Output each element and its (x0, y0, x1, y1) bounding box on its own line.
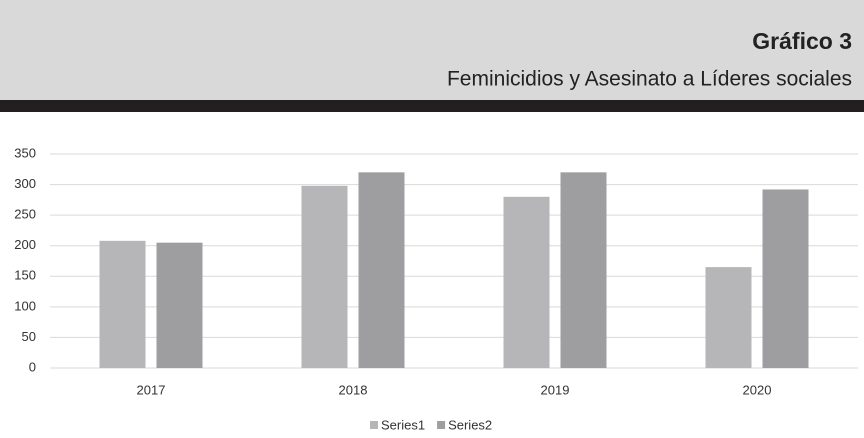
y-tick-label: 350 (14, 145, 36, 160)
y-tick-label: 50 (22, 329, 36, 344)
legend-swatch (437, 421, 446, 429)
bar (560, 172, 607, 368)
bar (99, 240, 146, 368)
y-tick-label: 0 (29, 359, 36, 374)
x-tick-label: 2018 (339, 382, 368, 397)
chart-subtitle: Feminicidios y Asesinato a Líderes socia… (447, 68, 852, 91)
bar (156, 242, 203, 368)
legend-label: Series1 (381, 417, 425, 432)
legend-label: Series2 (448, 417, 492, 432)
header-band (0, 0, 864, 100)
y-tick-label: 100 (14, 298, 36, 313)
legend-swatch (370, 421, 378, 429)
header-rule (0, 100, 864, 112)
bar (762, 189, 809, 368)
y-tick-label: 300 (14, 176, 36, 191)
bar (705, 267, 752, 368)
y-tick-label: 150 (14, 268, 36, 283)
bar (503, 196, 550, 368)
chart-title: Gráfico 3 (752, 28, 852, 54)
x-tick-label: 2020 (743, 382, 772, 397)
y-tick-label: 250 (14, 207, 36, 222)
x-tick-label: 2017 (137, 382, 166, 397)
bar (301, 185, 348, 368)
x-tick-label: 2019 (541, 382, 570, 397)
bar (358, 172, 405, 368)
y-tick-label: 200 (14, 237, 36, 252)
